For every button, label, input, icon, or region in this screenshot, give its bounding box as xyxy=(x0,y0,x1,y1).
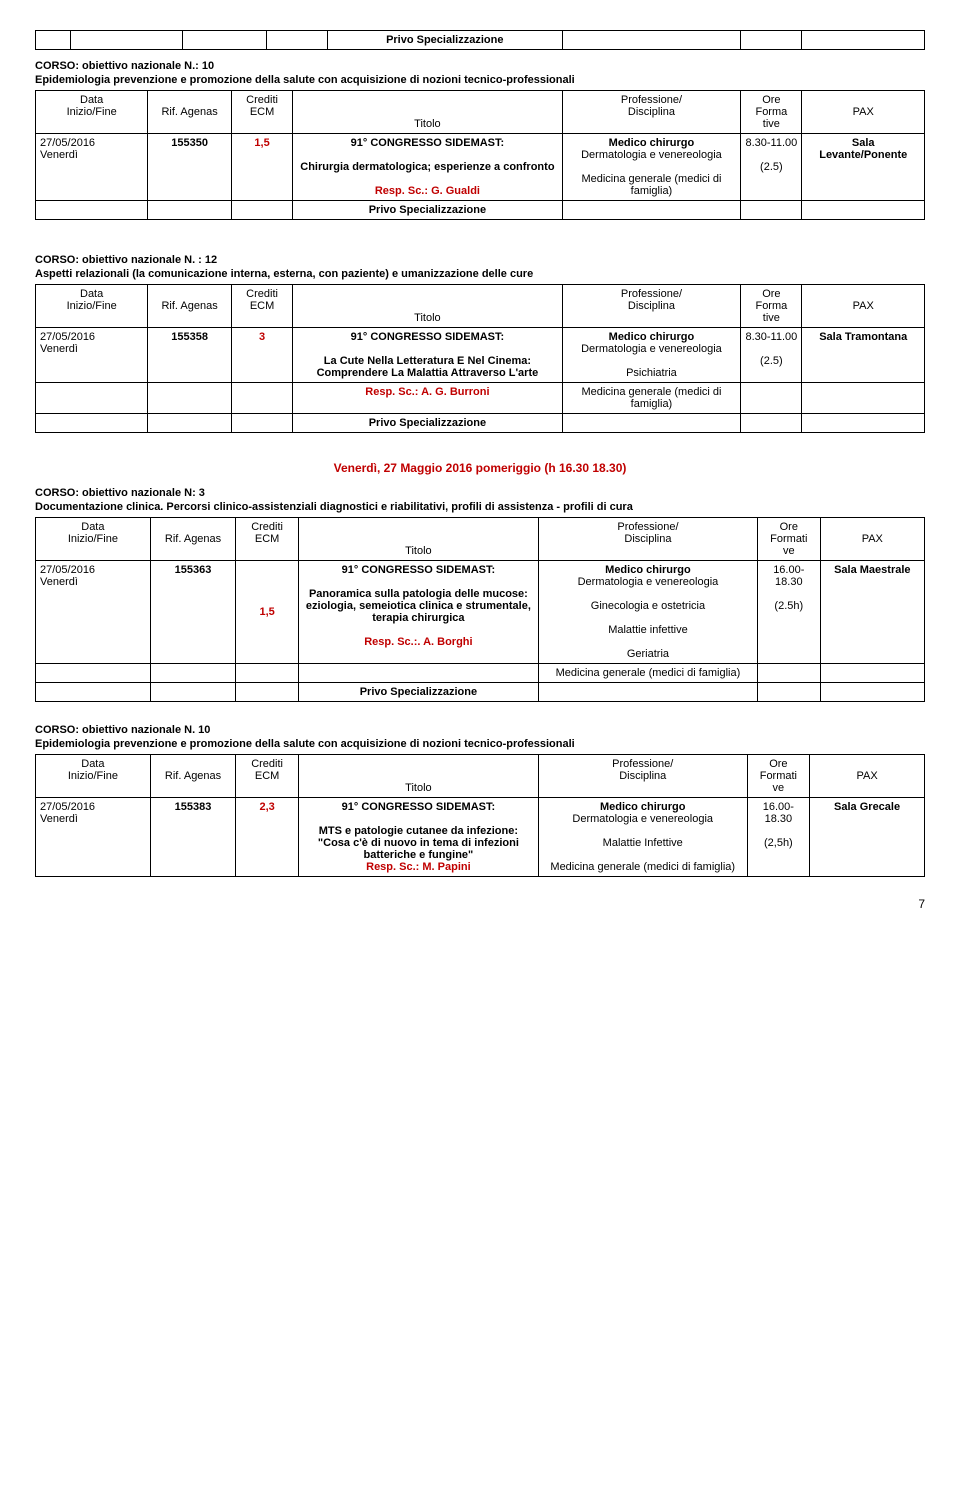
cell-title: 91° CONGRESSO SIDEMAST: Chirurgia dermat… xyxy=(293,134,562,201)
table-row: Medicina generale (medici di famiglia) xyxy=(36,664,925,683)
table-header-row: Data Inizio/Fine Rif. Agenas Crediti ECM… xyxy=(36,755,925,798)
table-header-row: Data Inizio/Fine Rif. Agenas Crediti ECM… xyxy=(36,518,925,561)
table-row: Resp. Sc.: A. G. Burroni Medicina genera… xyxy=(36,383,925,414)
course4-table: Data Inizio/Fine Rif. Agenas Crediti ECM… xyxy=(35,754,925,877)
course2-table: Data Inizio/Fine Rif. Agenas Crediti ECM… xyxy=(35,284,925,433)
table-row: 27/05/2016 Venerdì 155363 1,5 91° CONGRE… xyxy=(36,561,925,664)
col-prof: Professione/ Disciplina xyxy=(562,91,741,134)
cell-pax: Sala Levante/Ponente xyxy=(802,134,925,201)
course2-desc: Aspetti relazionali (la comunicazione in… xyxy=(35,268,925,280)
col-ecm: Crediti ECM xyxy=(231,91,292,134)
session-title: Venerdì, 27 Maggio 2016 pomeriggio (h 16… xyxy=(35,461,925,475)
cell-agenas: 155350 xyxy=(148,134,232,201)
cell-ecm: 1,5 xyxy=(231,134,292,201)
page-number: 7 xyxy=(35,897,925,911)
table-row: Privo Specializzazione xyxy=(36,201,925,220)
course2-header: CORSO: obiettivo nazionale N. : 12 xyxy=(35,254,925,266)
table-header-row: Data Inizio/Fine Rif. Agenas Crediti ECM… xyxy=(36,285,925,328)
col-ore: Ore Forma tive xyxy=(741,91,802,134)
table-row: 27/05/2016 Venerdì 155358 3 91° CONGRESS… xyxy=(36,328,925,383)
col-agenas: Rif. Agenas xyxy=(148,91,232,134)
course4-header: CORSO: obiettivo nazionale N. 10 xyxy=(35,724,925,736)
course1-table: Data Inizio/Fine Rif. Agenas Crediti ECM… xyxy=(35,90,925,220)
course1-desc: Epidemiologia prevenzione e promozione d… xyxy=(35,74,925,86)
cell-date: 27/05/2016 Venerdì xyxy=(36,134,148,201)
col-pax: PAX xyxy=(802,91,925,134)
top-privo-table: Privo Specializzazione xyxy=(35,30,925,50)
col-data: Data Inizio/Fine xyxy=(36,91,148,134)
privo-cell: Privo Specializzazione xyxy=(293,201,562,220)
cell-prof: Medico chirurgo Dermatologia e venereolo… xyxy=(562,134,741,201)
table-row: Privo Specializzazione xyxy=(36,683,925,702)
col-title: Titolo xyxy=(293,91,562,134)
table-row: Privo Specializzazione xyxy=(36,31,925,50)
cell-ore: 8.30-11.00 (2.5) xyxy=(741,134,802,201)
table-header-row: Data Inizio/Fine Rif. Agenas Crediti ECM… xyxy=(36,91,925,134)
table-row: 27/05/2016 Venerdì 155383 2,3 91° CONGRE… xyxy=(36,798,925,877)
course1-header: CORSO: obiettivo nazionale N.: 10 xyxy=(35,60,925,72)
course3-table: Data Inizio/Fine Rif. Agenas Crediti ECM… xyxy=(35,517,925,702)
table-row: 27/05/2016 Venerdì 155350 1,5 91° CONGRE… xyxy=(36,134,925,201)
privo-cell: Privo Specializzazione xyxy=(327,31,562,50)
course4-desc: Epidemiologia prevenzione e promozione d… xyxy=(35,738,925,750)
course3-header: CORSO: obiettivo nazionale N: 3 xyxy=(35,487,925,499)
course3-desc: Documentazione clinica. Percorsi clinico… xyxy=(35,501,925,513)
table-row: Privo Specializzazione xyxy=(36,414,925,433)
